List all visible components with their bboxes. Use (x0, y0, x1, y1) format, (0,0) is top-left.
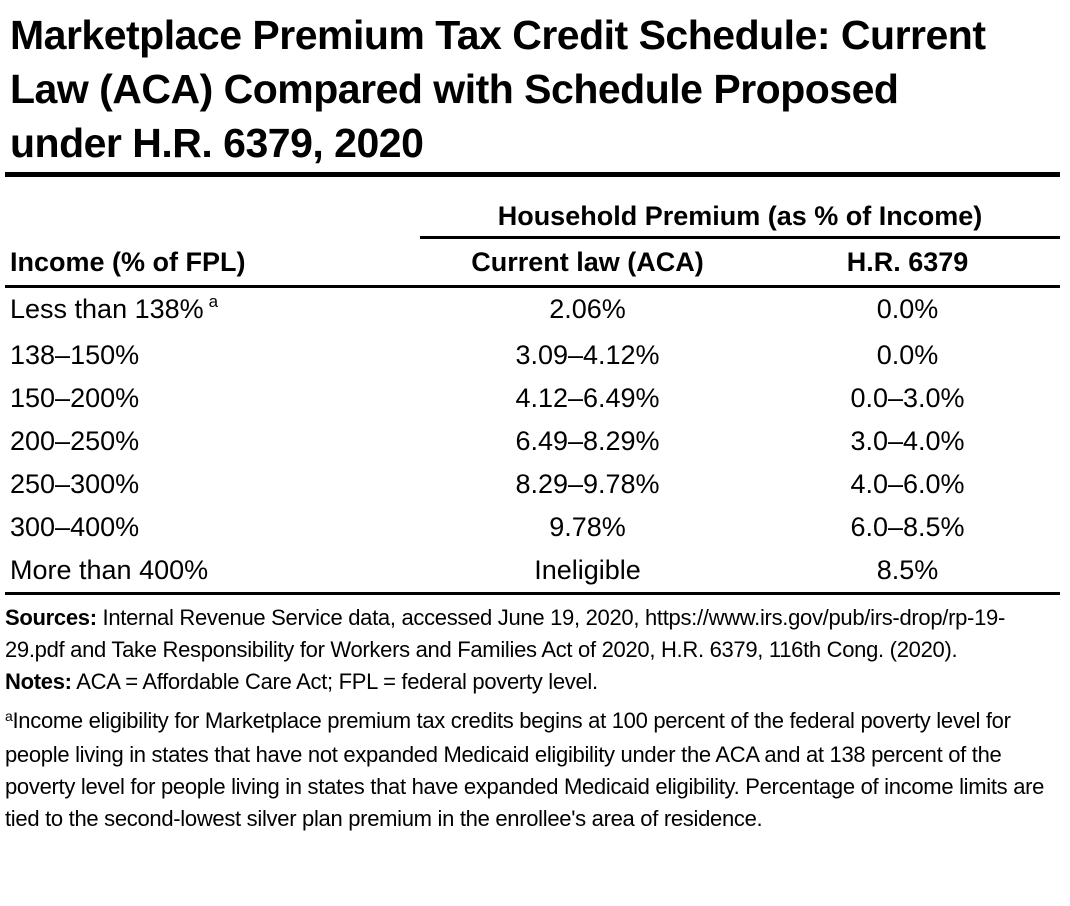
table-row: 200–250% 6.49–8.29% 3.0–4.0% (5, 420, 1065, 463)
exhibit-page: Marketplace Premium Tax Credit Schedule:… (5, 12, 1065, 835)
hr6379-cell: 3.0–4.0% (850, 426, 965, 456)
premium-schedule-table: Household Premium (as % of Income) Incom… (5, 201, 1065, 595)
hr6379-cell: 4.0–6.0% (850, 469, 965, 499)
footnote-a-text: Income eligibility for Marketplace premi… (5, 708, 1045, 831)
table-row: 300–400% 9.78% 6.0–8.5% (5, 506, 1065, 549)
title-divider (5, 172, 1060, 177)
income-value: Less than 138% (10, 294, 204, 324)
header-rule (5, 285, 1060, 288)
sources-text: Internal Revenue Service data, accessed … (5, 605, 1005, 662)
footnote-marker: a (208, 292, 219, 311)
notes-text: ACA = Affordable Care Act; FPL = federal… (71, 669, 598, 694)
spanning-header-rule (420, 236, 1060, 239)
column-header-current-law: Current law (ACA) (471, 247, 704, 277)
column-header-row: Income (% of FPL) Current law (ACA) H.R.… (5, 239, 1065, 285)
notes-label: Notes: (5, 669, 72, 694)
footnote-a-marker: a (5, 708, 13, 724)
aca-cell: 3.09–4.12% (515, 340, 660, 370)
sources-label: Sources: (5, 605, 97, 630)
hr6379-cell: 0.0% (876, 340, 939, 370)
table-row: 138–150% 3.09–4.12% 0.0% (5, 334, 1065, 377)
income-cell: 138–150% (10, 340, 140, 370)
aca-cell: 6.49–8.29% (515, 426, 660, 456)
aca-cell: 8.29–9.78% (515, 469, 660, 499)
income-cell: 200–250% (10, 426, 140, 456)
aca-cell: Ineligible (534, 555, 641, 585)
table-row: Less than 138% a 2.06% 0.0% (5, 288, 1065, 334)
column-header-hr6379: H.R. 6379 (846, 247, 969, 277)
hr6379-cell: 0.0–3.0% (850, 383, 965, 413)
page-title: Marketplace Premium Tax Credit Schedule:… (10, 12, 986, 166)
table-row: 150–200% 4.12–6.49% 0.0–3.0% (5, 377, 1065, 420)
hr6379-cell: 0.0% (876, 294, 939, 324)
notes-note: Notes: ACA = Affordable Care Act; FPL = … (5, 666, 1057, 698)
sources-note: Sources: Internal Revenue Service data, … (5, 602, 1057, 666)
table-row: 250–300% 8.29–9.78% 4.0–6.0% (5, 463, 1065, 506)
footnote-a: aIncome eligibility for Marketplace prem… (5, 705, 1057, 835)
aca-cell: 4.12–6.49% (515, 383, 660, 413)
spanning-header-block: Household Premium (as % of Income) (420, 201, 1060, 239)
aca-cell: 9.78% (549, 512, 626, 542)
income-cell: Less than 138% a (5, 288, 420, 334)
table-bottom-rule (5, 592, 1060, 595)
income-cell: 150–200% (10, 383, 140, 413)
income-cell: 250–300% (10, 469, 140, 499)
aca-cell: 2.06% (549, 294, 626, 324)
income-cell: 300–400% (10, 512, 140, 542)
spanning-column-header: Household Premium (as % of Income) (497, 201, 983, 231)
hr6379-cell: 6.0–8.5% (850, 512, 965, 542)
hr6379-cell: 8.5% (876, 555, 939, 585)
income-cell: More than 400% (10, 555, 209, 585)
spanning-header-spacer (5, 201, 420, 239)
column-header-income: Income (% of FPL) (10, 247, 246, 277)
table-row: More than 400% Ineligible 8.5% (5, 549, 1065, 592)
spanning-header-row: Household Premium (as % of Income) (5, 201, 1065, 239)
